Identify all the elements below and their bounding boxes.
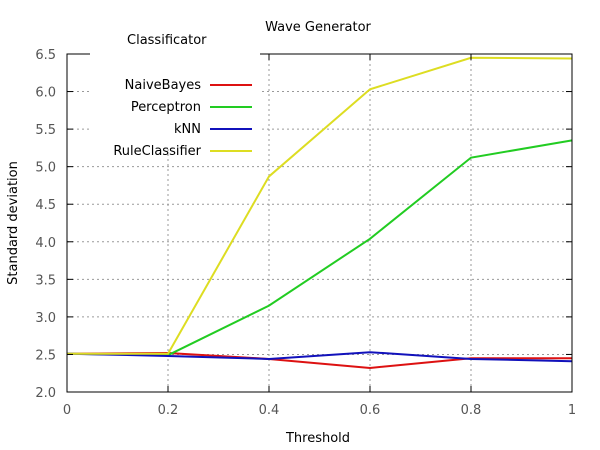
legend-label: RuleClassifier: [113, 144, 201, 159]
x-axis-label: Threshold: [285, 431, 350, 446]
x-tick-label: 0.6: [360, 403, 381, 418]
x-tick-label: 0: [63, 403, 71, 418]
series-line-perceptron: [66, 139, 573, 357]
chart-title: Wave Generator: [265, 20, 371, 35]
series-line-ruleclassifier: [67, 56, 573, 355]
y-tick-label: 6.0: [35, 86, 56, 101]
legend: Classificator NaiveBayes Perceptron kNN Rule…: [90, 30, 260, 159]
y-tick-label: 2.5: [35, 348, 56, 363]
y-tick-label: 3.5: [35, 273, 56, 288]
x-tick-labels: 0 0.2 0.4 0.6 0.8 1: [63, 403, 576, 418]
x-tick-label: 0.8: [461, 403, 482, 418]
x-tick-label: 1: [568, 403, 576, 418]
y-tick-label: 3.0: [35, 311, 56, 326]
plot-frame: [66, 53, 573, 393]
y-axis-label: Standard deviation: [6, 161, 21, 285]
grid-lines: [67, 54, 572, 392]
y-tick-label: 4.5: [35, 198, 56, 213]
y-tick-label: 4.0: [35, 236, 56, 251]
legend-title: Classificator: [127, 33, 207, 48]
y-tick-labels: 2.0 2.5 3.0 3.5 4.0 4.5 5.0 5.5 6.0 6.5: [35, 48, 56, 401]
legend-label: NaiveBayes: [125, 78, 202, 93]
y-tick-label: 5.0: [35, 161, 56, 176]
legend-label: Perceptron: [131, 100, 201, 115]
series-line-knn: [66, 351, 573, 363]
y-tick-label: 5.5: [35, 123, 56, 138]
series-lines: [66, 56, 573, 369]
y-tick-label: 6.5: [35, 48, 56, 63]
x-tick-label: 0.2: [158, 403, 179, 418]
legend-label: kNN: [174, 122, 201, 137]
y-tick-label: 2.0: [35, 386, 56, 401]
x-tick-label: 0.4: [259, 403, 280, 418]
